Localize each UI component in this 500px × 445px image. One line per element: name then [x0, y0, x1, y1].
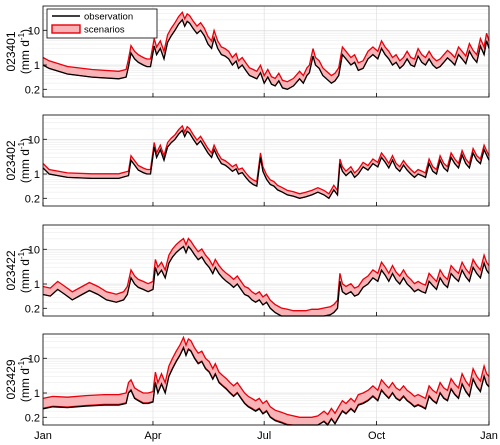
scenarios-upper-line [42, 124, 490, 195]
scenarios-band [43, 12, 489, 90]
y-tick-label: 10 [28, 134, 40, 146]
axes-box [42, 5, 490, 98]
x-tick-label: Apr [144, 430, 161, 442]
y-tick-label: 0.2 [25, 193, 40, 205]
panel-023429: 0.2 1 10 023429 (mm d-1) Jan Apr Jul Oct Jan [4, 333, 498, 442]
unit-label: (mm d-1) [17, 357, 32, 402]
y-tick-label: 0.2 [25, 84, 40, 96]
scenarios-upper-line [42, 237, 490, 312]
legend: observation scenarios [46, 8, 158, 39]
x-tick-label: Jan [480, 430, 498, 442]
observation-line [42, 129, 490, 200]
observation-line [42, 245, 490, 317]
axes-box [42, 114, 490, 207]
axes-box [42, 224, 490, 317]
panel-023402: 0.2 1 10 023402 (mm d-1) [4, 114, 490, 207]
scenarios-upper-line [42, 11, 490, 83]
observation-line [42, 346, 490, 427]
scenarios-band [43, 238, 489, 316]
y-tick-label: 0.2 [25, 412, 40, 424]
x-tick-label: Oct [368, 430, 385, 442]
y-tick-label: 10 [28, 353, 40, 365]
y-tick-label: 10 [28, 244, 40, 256]
scenarios-band [43, 125, 489, 199]
station-label: 023402 [4, 140, 18, 180]
scenarios-upper-line [42, 335, 490, 418]
legend-scenarios-label: scenarios [84, 25, 125, 36]
x-tick-label: Jan [34, 430, 52, 442]
station-label: 023401 [4, 31, 18, 71]
unit-label: (mm d-1) [17, 138, 32, 183]
scenarios-band [43, 337, 489, 425]
y-tick-label: 1 [34, 279, 40, 291]
axes-box [42, 333, 490, 426]
y-tick-label: 0.2 [25, 303, 40, 315]
x-tick-label: Jul [257, 430, 271, 442]
legend-observation-label: observation [84, 12, 133, 23]
legend-scenarios-swatch [51, 24, 81, 34]
y-tick-label: 10 [28, 25, 40, 37]
unit-label: (mm d-1) [17, 29, 32, 74]
y-tick-label: 1 [34, 169, 40, 181]
station-label: 023429 [4, 359, 18, 399]
unit-label: (mm d-1) [17, 248, 32, 293]
scenarios-lower-line [42, 345, 490, 426]
y-tick-label: 1 [34, 388, 40, 400]
observation-line [42, 18, 490, 90]
panel-023401: 0.2 1 10 023401 (mm d-1) observation scenarios [4, 5, 490, 98]
station-label: 023422 [4, 250, 18, 290]
y-tick-label: 1 [34, 60, 40, 72]
panel-023422: 0.2 1 10 023422 (mm d-1) [4, 224, 490, 317]
